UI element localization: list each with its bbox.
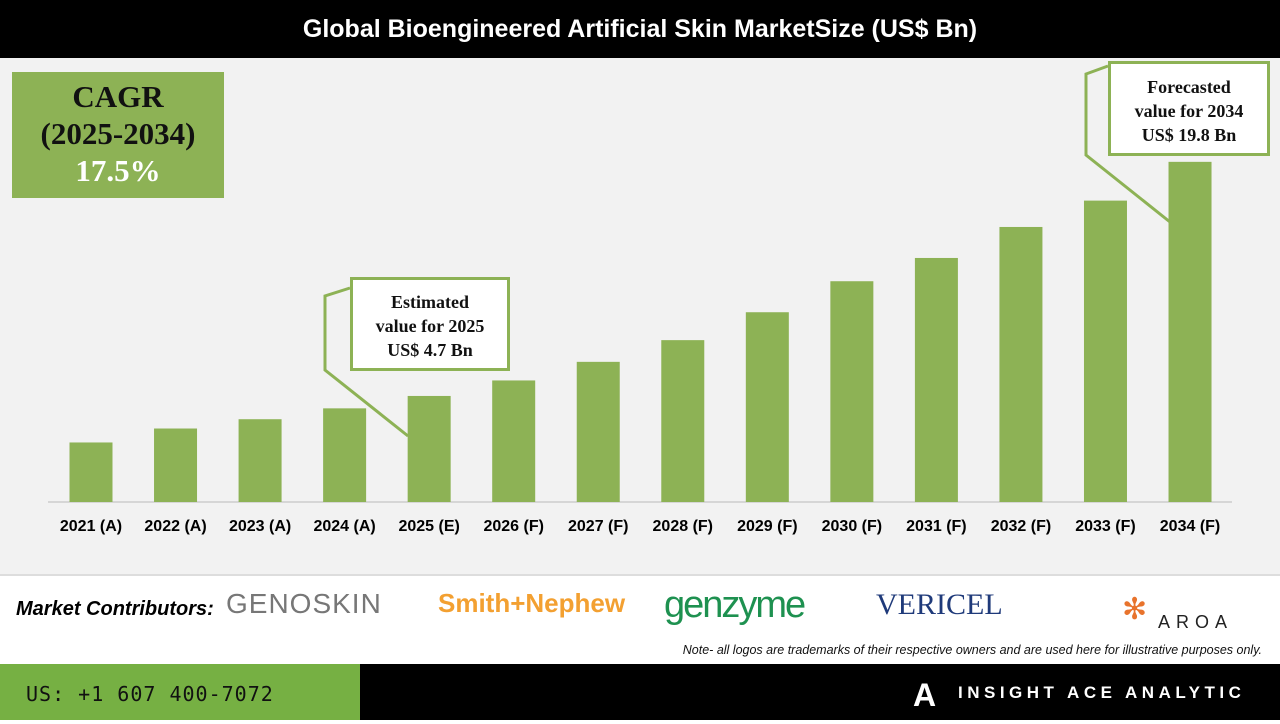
x-tick-label: 2028 (F) xyxy=(653,518,713,535)
x-tick-label: 2025 (E) xyxy=(398,518,459,535)
contributors-label: Market Contributors: xyxy=(16,598,214,620)
bar-chart: 2021 (A) 2022 (A) 2023 (A) 2024 (A) 2025 (E)… xyxy=(48,161,1232,535)
cagr-value: 17.5% xyxy=(75,153,161,188)
x-tick-label: 2033 (F) xyxy=(1075,518,1135,535)
x-tick-label: 2031 (F) xyxy=(906,518,966,535)
logo-genoskin: GENOSKIN xyxy=(226,588,382,619)
cagr-label: CAGR xyxy=(72,79,164,114)
x-tick-label: 2026 (F) xyxy=(483,518,543,535)
forecast-line2: value for 2034 xyxy=(1134,101,1244,121)
estimated-line2: value for 2025 xyxy=(375,316,485,336)
bar-10 xyxy=(914,257,958,502)
x-tick-label: 2027 (F) xyxy=(568,518,628,535)
bar-1 xyxy=(154,428,198,502)
bar-9 xyxy=(830,281,874,502)
forecast-line1: Forecasted xyxy=(1147,77,1231,97)
x-tick-label: 2021 (A) xyxy=(60,518,122,535)
x-tick-label: 2034 (F) xyxy=(1160,518,1220,535)
cagr-box: CAGR (2025-2034) 17.5% xyxy=(12,72,224,198)
bar-8 xyxy=(745,312,789,502)
brand-name: INSIGHT ACE ANALYTIC xyxy=(958,683,1246,702)
x-tick-label: 2023 (A) xyxy=(229,518,291,535)
estimated-value: US$ 4.7 Bn xyxy=(387,340,473,360)
logo-genzyme: genzyme xyxy=(664,584,806,626)
bar-4 xyxy=(407,395,451,502)
brand-logo-icon: A xyxy=(913,677,937,713)
logo-vericel: VERICEL xyxy=(876,588,1003,621)
bar-5 xyxy=(492,380,536,502)
aroa-mark-icon: ✻ xyxy=(1122,593,1148,626)
bar-2 xyxy=(238,419,282,502)
forecast-value: US$ 19.8 Bn xyxy=(1141,125,1237,145)
chart-title: Global Bioengineered Artificial Skin Mar… xyxy=(0,0,1280,58)
bar-12 xyxy=(1083,200,1127,502)
logo-smith-nephew: Smith+Nephew xyxy=(438,588,626,618)
bar-13 xyxy=(1168,161,1212,502)
x-tick-label: 2022 (A) xyxy=(144,518,206,535)
bar-11 xyxy=(999,226,1043,502)
phone-number[interactable]: US: +1 607 400-7072 xyxy=(0,664,360,720)
estimated-callout: Estimated value for 2025 US$ 4.7 Bn xyxy=(350,277,510,371)
bar-7 xyxy=(661,340,705,502)
trademark-note: Note- all logos are trademarks of their … xyxy=(682,643,1262,657)
logo-aroa: AROA xyxy=(1158,612,1234,632)
x-tick-label: 2024 (A) xyxy=(313,518,375,535)
x-tick-label: 2030 (F) xyxy=(822,518,882,535)
bar-3 xyxy=(323,408,367,502)
brand-bar: A INSIGHT ACE ANALYTIC xyxy=(360,664,1280,720)
x-tick-label: 2029 (F) xyxy=(737,518,797,535)
bar-0 xyxy=(69,442,113,502)
estimated-line1: Estimated xyxy=(391,292,469,312)
cagr-period: (2025-2034) xyxy=(40,116,196,151)
x-tick-label: 2032 (F) xyxy=(991,518,1051,535)
forecast-callout: Forecasted value for 2034 US$ 19.8 Bn xyxy=(1108,61,1270,156)
bar-6 xyxy=(576,361,620,502)
